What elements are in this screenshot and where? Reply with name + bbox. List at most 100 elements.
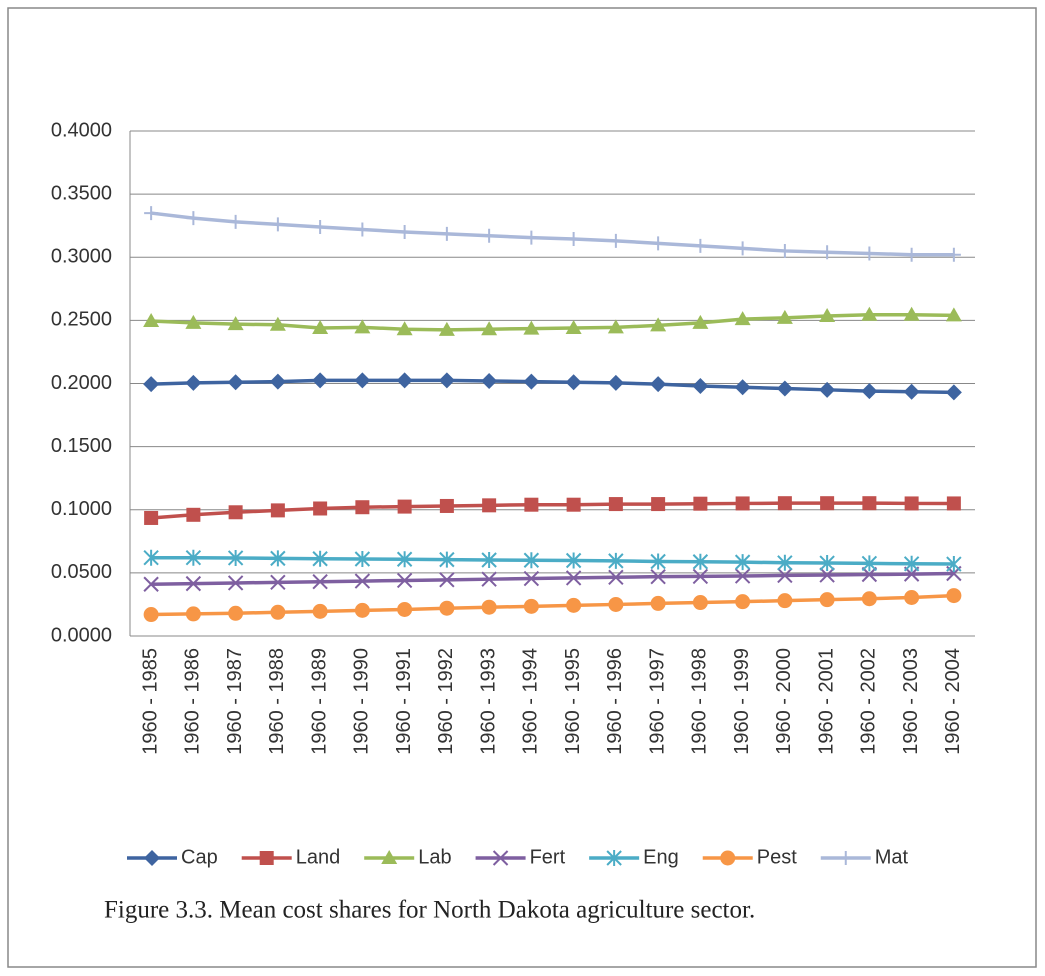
- marker: [312, 603, 328, 619]
- marker: [945, 384, 962, 401]
- marker: [482, 498, 497, 513]
- marker: [354, 550, 371, 567]
- marker: [819, 381, 836, 398]
- series-line: [150, 211, 954, 257]
- marker: [861, 566, 878, 583]
- x-tick-label: 1960 - 1996: [604, 648, 626, 755]
- marker: [693, 238, 708, 253]
- marker: [776, 309, 793, 324]
- marker: [734, 311, 751, 326]
- marker: [607, 374, 624, 391]
- marker: [523, 552, 540, 569]
- legend-item: Eng: [589, 846, 679, 868]
- marker: [819, 567, 835, 583]
- legend-label: Fert: [530, 846, 566, 868]
- series: [143, 549, 962, 573]
- marker: [565, 570, 582, 586]
- marker: [608, 569, 624, 586]
- frame: [7, 7, 1037, 968]
- x-tick-label: 1960 - 1992: [435, 648, 457, 755]
- marker: [481, 571, 497, 587]
- x-tick-label: 1960 - 2001: [815, 648, 837, 755]
- marker: [861, 306, 878, 321]
- marker: [692, 314, 709, 329]
- legend-item: Cap: [127, 846, 218, 868]
- legend-item: Mat: [820, 846, 909, 868]
- marker: [819, 555, 835, 572]
- marker: [492, 850, 509, 866]
- marker: [523, 320, 540, 335]
- x-tick-label: 1960 - 1994: [520, 648, 542, 755]
- marker: [820, 245, 835, 260]
- marker: [692, 568, 709, 585]
- series: [143, 306, 962, 336]
- marker: [227, 549, 244, 566]
- marker: [735, 241, 750, 256]
- marker: [565, 374, 582, 391]
- marker: [312, 319, 329, 334]
- marker: [312, 372, 329, 389]
- x-tick-label: 1960 - 1985: [139, 648, 161, 755]
- marker: [650, 553, 666, 570]
- y-tick-label: 0.2500: [51, 309, 112, 331]
- marker: [481, 551, 497, 568]
- marker: [269, 373, 286, 390]
- marker: [651, 497, 666, 512]
- marker: [381, 850, 398, 864]
- marker: [143, 313, 160, 328]
- marker: [720, 850, 736, 866]
- marker: [607, 319, 624, 334]
- marker: [228, 214, 243, 229]
- x-tick-label: 1960 - 1987: [224, 648, 246, 755]
- x-tick-label: 1960 - 2002: [858, 648, 880, 755]
- legend-label: Mat: [875, 846, 909, 868]
- marker: [566, 231, 581, 246]
- marker: [692, 553, 709, 570]
- marker: [397, 499, 412, 514]
- marker: [313, 501, 328, 516]
- series: [143, 372, 962, 401]
- marker: [481, 372, 498, 389]
- marker: [904, 589, 920, 605]
- marker: [354, 602, 370, 618]
- marker: [608, 497, 623, 512]
- y-tick-label: 0.3500: [51, 182, 112, 204]
- marker: [439, 498, 454, 513]
- x-tick-label: 1960 - 1991: [393, 648, 415, 755]
- legend-item: Lab: [364, 846, 452, 868]
- marker: [259, 851, 274, 865]
- marker: [227, 575, 244, 591]
- marker: [904, 247, 919, 262]
- y-tick-label: 0.1500: [51, 435, 112, 457]
- x-tick-label: 1960 - 1990: [351, 648, 373, 755]
- series-line: [151, 571, 954, 586]
- marker: [354, 319, 371, 334]
- marker: [396, 372, 413, 389]
- marker: [270, 217, 285, 232]
- marker: [185, 314, 202, 329]
- marker: [777, 567, 793, 584]
- caption: Figure 3.3. Mean cost shares for North D…: [104, 897, 755, 924]
- marker: [186, 211, 201, 226]
- marker: [397, 601, 413, 617]
- marker: [186, 507, 201, 522]
- marker: [862, 246, 877, 261]
- y-tick-label: 0.0000: [51, 624, 112, 646]
- marker: [651, 236, 666, 251]
- marker: [838, 851, 853, 865]
- y-tick-label: 0.4000: [51, 119, 112, 141]
- marker: [776, 380, 793, 397]
- marker: [481, 321, 498, 336]
- marker: [396, 321, 413, 336]
- marker: [566, 497, 581, 512]
- x-tick-label: 1960 - 1986: [182, 648, 204, 755]
- legend-item: Land: [241, 846, 340, 868]
- marker: [185, 575, 202, 592]
- marker: [904, 496, 919, 511]
- marker: [228, 605, 244, 621]
- marker: [143, 376, 160, 393]
- series: [144, 206, 961, 262]
- marker: [650, 595, 666, 611]
- legend-item: Fert: [475, 846, 566, 868]
